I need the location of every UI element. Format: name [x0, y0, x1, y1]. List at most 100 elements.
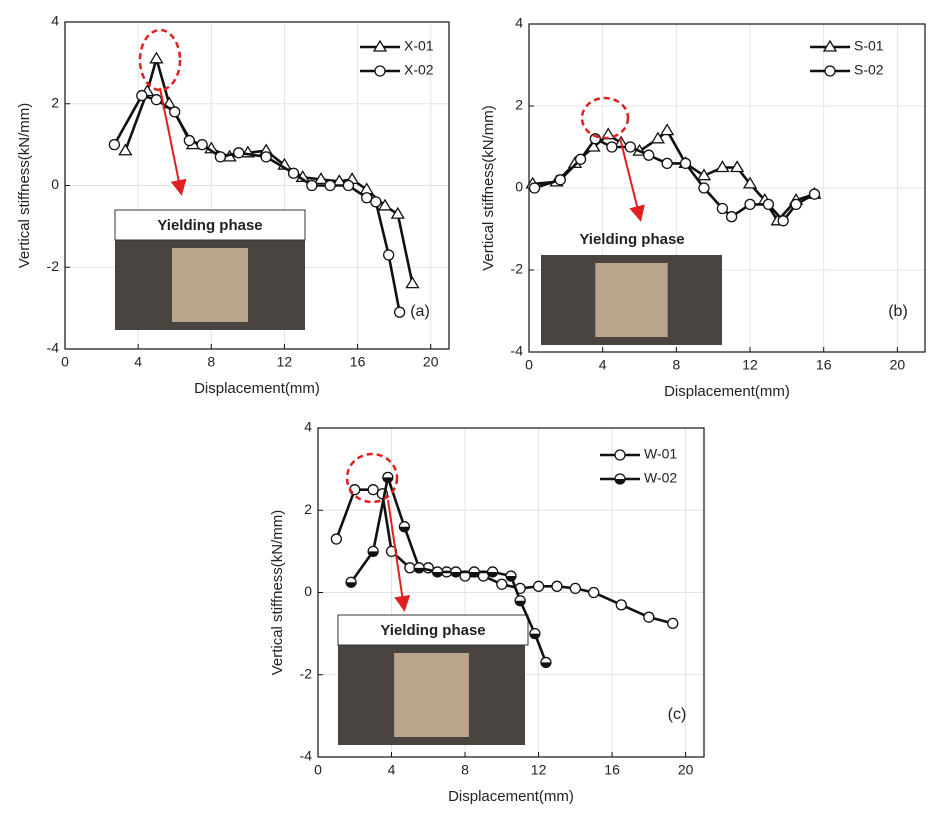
x-tick-label: 0: [525, 357, 533, 373]
x-tick-label: 16: [350, 354, 366, 370]
point: [260, 151, 272, 163]
x-tick-label: 4: [134, 354, 142, 370]
x-tick-label: 20: [678, 762, 694, 778]
x-tick-label: 12: [531, 762, 547, 778]
point: [118, 143, 133, 156]
point: [698, 182, 710, 194]
x-tick-label: 16: [816, 357, 832, 373]
x-tick-label: 12: [742, 357, 758, 373]
y-axis-label: Vertical stiffness(kN/mm): [480, 105, 497, 271]
legend-label: S-01: [854, 38, 884, 54]
annotation: Yielding phase: [157, 217, 262, 234]
x-tick-label: 8: [672, 357, 680, 373]
point: [643, 611, 655, 623]
point: [532, 580, 545, 592]
x-axis-label: Displacement(mm): [448, 788, 574, 805]
y-tick-label: 2: [515, 97, 523, 113]
highlight-ellipse: [345, 452, 399, 504]
point: [136, 89, 148, 102]
point-half: [346, 582, 357, 588]
legend-label: X-01: [404, 38, 434, 54]
y-tick-label: 0: [515, 179, 523, 195]
point: [762, 198, 775, 211]
axes-frame: [64, 21, 450, 350]
point: [313, 172, 329, 185]
point: [569, 582, 581, 595]
annotation: Yielding phase: [380, 622, 485, 639]
x-axis-label: Displacement(mm): [194, 380, 320, 397]
point: [405, 276, 420, 289]
panel: 0 4 8 12 16 20 -4 -2 0 2 4 Displacement(mm) Vertical…: [269, 419, 705, 805]
point: [183, 134, 195, 147]
x-tick-label: 20: [423, 354, 439, 370]
point: [659, 123, 675, 136]
point: [169, 106, 181, 118]
point: [342, 179, 355, 192]
annotation-box: [337, 614, 529, 646]
point: [377, 198, 393, 211]
highlight-arrow: [619, 137, 645, 222]
x-tick-label: 4: [388, 762, 396, 778]
point: [615, 599, 627, 611]
legend-marker: [615, 479, 625, 484]
y-axis-label: Vertical stiffness(kN/mm): [269, 510, 286, 676]
x-tick-label: 0: [61, 354, 69, 370]
point: [715, 160, 730, 173]
inset-specimen: [172, 248, 248, 322]
point: [287, 167, 300, 179]
x-tick-label: 4: [599, 357, 607, 373]
legend-marker: [822, 39, 838, 52]
panel-tag: (a): [410, 303, 430, 320]
point: [606, 141, 618, 153]
point: [367, 484, 379, 496]
point-half: [450, 571, 461, 577]
legend-marker: [614, 449, 626, 461]
x-tick-label: 0: [314, 762, 322, 778]
y-axis-label: Vertical stiffness(kN/mm): [16, 103, 33, 269]
y-tick-label: 0: [51, 176, 59, 192]
point: [324, 179, 336, 192]
y-tick-label: -2: [47, 258, 60, 274]
x-tick-label: 8: [461, 762, 469, 778]
point: [661, 157, 673, 170]
point: [306, 179, 318, 192]
point: [404, 562, 416, 574]
point: [742, 176, 758, 189]
y-tick-label: -4: [511, 343, 524, 359]
point: [361, 192, 373, 204]
point: [643, 149, 655, 161]
point-half: [515, 600, 526, 606]
legend-label: W-02: [644, 470, 677, 486]
point-half: [368, 551, 379, 557]
annotation: Yielding phase: [579, 231, 684, 248]
point: [729, 160, 745, 173]
y-tick-label: -4: [300, 748, 313, 764]
highlight-ellipse: [138, 28, 182, 92]
point-half: [469, 571, 480, 577]
point: [667, 617, 679, 629]
point: [554, 174, 566, 186]
x-tick-label: 8: [207, 354, 215, 370]
point: [574, 153, 587, 165]
point: [214, 151, 227, 163]
point: [588, 586, 600, 599]
panel: 0 4 8 12 16 20 -4 -2 0 2 4 Displacement(mm) Vertical…: [16, 13, 450, 397]
axes-frame: [317, 427, 705, 758]
point-half: [487, 571, 498, 577]
point: [650, 131, 666, 144]
point-half: [432, 571, 443, 577]
x-tick-label: 16: [604, 762, 620, 778]
y-tick-label: 2: [304, 501, 312, 517]
point: [744, 198, 756, 211]
point: [370, 196, 382, 208]
point: [551, 580, 563, 592]
y-tick-label: -2: [300, 665, 313, 681]
y-tick-label: -4: [47, 340, 60, 356]
inset-specimen: [394, 653, 469, 737]
point-half: [414, 567, 425, 573]
point: [393, 306, 406, 318]
point: [330, 533, 343, 545]
panel: 0 4 8 12 16 20 -4 -2 0 2 4 Displacement(mm) Vertical…: [480, 15, 926, 400]
x-tick-label: 20: [890, 357, 906, 373]
y-tick-label: 4: [51, 13, 59, 29]
